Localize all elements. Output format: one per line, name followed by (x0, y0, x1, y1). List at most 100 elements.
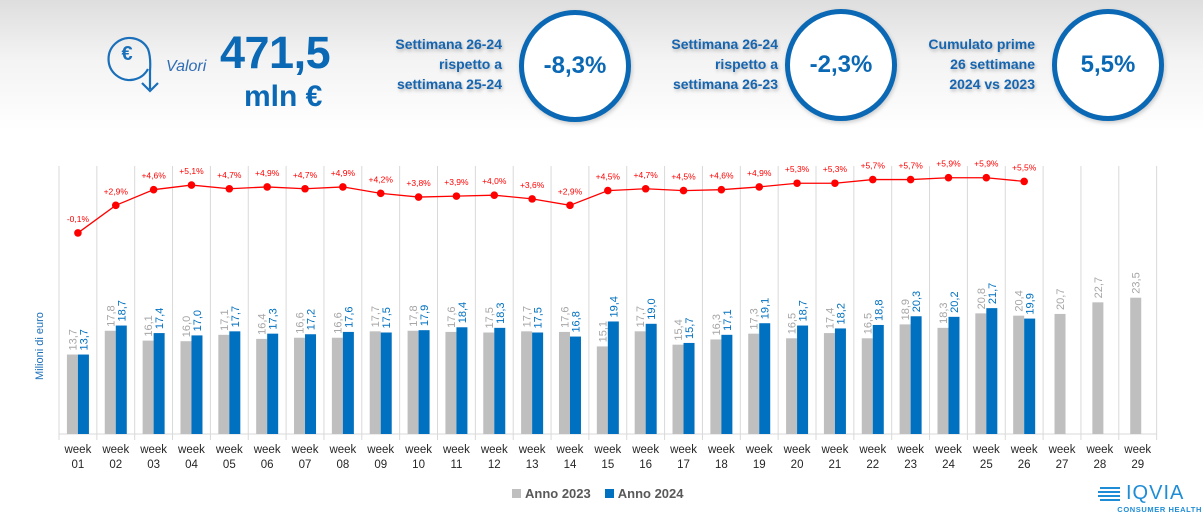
growth-line (77, 177, 1025, 234)
x-tick-label: week (934, 444, 962, 456)
bar-2024 (645, 323, 657, 434)
legend-label-2023: Anno 2023 (525, 486, 591, 501)
kpi-label-line: settimana 26-23 (672, 76, 778, 92)
growth-point (906, 175, 915, 184)
growth-label: +4,5% (671, 172, 696, 182)
data-label-2023: 15,4 (673, 319, 685, 340)
kpi-label-line: Settimana 26-24 (671, 36, 778, 52)
kpi-label-line: Settimana 26-24 (395, 36, 502, 52)
bar-2023 (331, 337, 343, 434)
kpi-header: € Valori 471,5 mln € Settimana 26-24 ris… (0, 0, 1203, 130)
data-label-2024: 17,6 (343, 306, 355, 327)
x-tick-label: week (631, 444, 659, 456)
kpi-cumulative-label: Cumulato prime 26 settimane 2024 vs 2023 (893, 34, 1035, 94)
x-tick-label: 10 (412, 459, 425, 471)
data-label-2023: 17,7 (522, 306, 534, 327)
data-label-2023: 16,4 (257, 313, 269, 334)
growth-label: +4,2% (369, 174, 394, 184)
x-tick-label: week (820, 444, 848, 456)
data-label-2024: 18,8 (873, 300, 885, 321)
growth-label: +4,0% (482, 176, 507, 186)
growth-label: +5,9% (974, 159, 999, 169)
x-tick-label: week (480, 444, 508, 456)
x-tick-label: 01 (72, 459, 85, 471)
x-tick-label: 05 (223, 459, 236, 471)
data-label-2024: 19,9 (1025, 293, 1037, 314)
kpi-label-line: rispetto a (438, 56, 502, 72)
data-label-2024: 17,1 (722, 309, 734, 330)
x-tick-label: week (972, 444, 1000, 456)
kpi-cumulative-value: 5,5% (1052, 9, 1164, 121)
data-label-2024: 18,3 (495, 302, 507, 323)
data-label-2024: 21,7 (987, 283, 999, 304)
data-label-2023: 17,7 (635, 306, 647, 327)
total-value: 471,5 (220, 27, 331, 78)
growth-label: +3,8% (406, 178, 431, 188)
data-label-2024: 17,7 (230, 306, 242, 327)
data-label-2024: 20,2 (949, 291, 961, 312)
bar-2023 (445, 331, 457, 434)
euro-circle-arrow-icon: € (107, 36, 159, 93)
x-tick-label: week (442, 444, 470, 456)
growth-point (301, 184, 309, 193)
growth-point (755, 183, 764, 191)
growth-label: +2,9% (558, 186, 583, 196)
bar-2024 (418, 330, 430, 434)
data-label-2023: 16,5 (862, 313, 874, 334)
data-label-2024: 17,3 (268, 308, 280, 329)
valori-label: Valori (166, 58, 207, 75)
logo-name: IQVIA (1126, 482, 1185, 504)
growth-point (376, 189, 385, 198)
x-tick-label: 21 (829, 459, 842, 471)
growth-point (831, 179, 839, 188)
bar-2023 (748, 333, 760, 434)
growth-point (414, 193, 423, 201)
data-label-2023: 16,0 (181, 316, 193, 337)
chart-legend: Anno 2023 Anno 2024 (512, 486, 684, 501)
growth-point (490, 191, 499, 199)
growth-label: +4,9% (331, 168, 356, 178)
bar-2024 (607, 321, 619, 434)
data-label-2024: 17,9 (419, 305, 431, 326)
data-label-2023: 17,7 (370, 306, 382, 327)
data-label-2023: 16,3 (711, 314, 723, 335)
growth-point (868, 175, 877, 184)
x-tick-label: week (404, 444, 432, 456)
x-tick-label: week (669, 444, 697, 456)
growth-point (641, 184, 650, 193)
growth-label: +5,7% (861, 161, 886, 171)
growth-label: +4,6% (709, 171, 734, 181)
growth-label: +3,9% (444, 177, 469, 187)
x-tick-label: week (593, 444, 621, 456)
bar-2023 (634, 331, 646, 434)
data-label-2023: 16,6 (332, 312, 344, 333)
kpi-label-line: settimana 25-24 (396, 76, 502, 92)
x-tick-label: week (63, 444, 91, 456)
x-tick-label: 29 (1131, 459, 1144, 471)
growth-point (604, 186, 612, 195)
data-label-2024: 18,7 (798, 300, 810, 321)
x-tick-label: week (1048, 444, 1076, 456)
bar-2023 (823, 333, 835, 434)
data-label-2024: 18,7 (116, 300, 128, 321)
growth-label: +5,3% (785, 164, 810, 174)
data-label-2023: 16,6 (295, 312, 307, 333)
bar-2023 (899, 324, 911, 434)
x-tick-label: 22 (866, 459, 879, 471)
iqvia-stripes-icon (1098, 486, 1120, 501)
bar-2024 (986, 308, 998, 434)
x-tick-label: week (783, 444, 811, 456)
x-tick-label: week (1123, 444, 1151, 456)
bar-2024 (342, 331, 354, 434)
bar-2023 (218, 334, 230, 434)
x-tick-label: week (291, 444, 319, 456)
growth-label: +4,5% (596, 172, 621, 182)
kpi-label-line: 26 settimane (950, 56, 1035, 72)
bar-2024 (77, 354, 89, 434)
data-label-2024: 19,4 (608, 296, 620, 317)
growth-point (187, 181, 196, 189)
growth-label: +5,9% (936, 159, 961, 169)
x-tick-label: week (745, 444, 773, 456)
bar-2023 (1054, 313, 1066, 434)
legend-item-2023: Anno 2023 (512, 486, 591, 501)
